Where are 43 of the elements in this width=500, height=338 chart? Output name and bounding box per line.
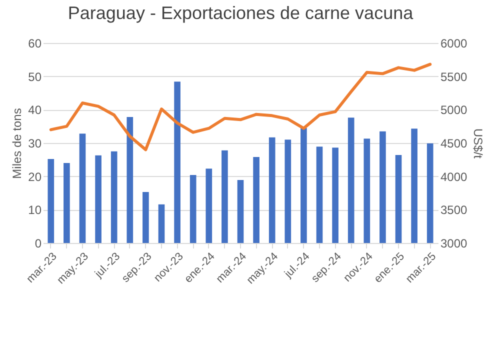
- bar: [348, 118, 354, 243]
- bar: [332, 148, 338, 243]
- y2-tick-label: 6000: [440, 36, 468, 50]
- bar: [268, 137, 276, 243]
- bar: [110, 151, 118, 243]
- bar: [253, 157, 260, 243]
- bar: [158, 204, 165, 243]
- bar: [395, 155, 402, 243]
- y-tick-label: 10: [28, 203, 42, 218]
- y2-tick-label: 4000: [440, 170, 468, 184]
- y-axis-title: Miles de tons: [10, 108, 24, 179]
- bar: [316, 146, 323, 243]
- y2-tick-label: 3500: [440, 203, 468, 218]
- y2-axis-title: US$/t: [471, 128, 486, 160]
- y2-tick-label: 3000: [440, 236, 468, 250]
- bar: [222, 150, 228, 243]
- bar: [79, 134, 86, 243]
- bar: [237, 180, 244, 243]
- y-tick-label: 40: [28, 103, 42, 118]
- bar: [300, 128, 307, 243]
- bar: [380, 131, 386, 243]
- bar: [426, 143, 434, 243]
- bar: [284, 140, 292, 243]
- bar: [190, 175, 196, 243]
- bar: [411, 128, 418, 243]
- y-tick-label: 50: [28, 70, 42, 84]
- bar: [126, 117, 134, 243]
- bar: [142, 192, 149, 243]
- y2-tick-label: 5500: [440, 70, 468, 84]
- y2-tick-label: 5000: [440, 103, 468, 118]
- y-tick-label: 20: [28, 170, 42, 184]
- bar: [95, 155, 102, 243]
- chart-title: Paraguay - Exportaciones de carne vacuna: [68, 3, 414, 23]
- bar: [64, 163, 70, 243]
- bar: [364, 138, 370, 243]
- bar: [206, 168, 212, 243]
- bar: [48, 159, 54, 243]
- y-tick-label: 60: [28, 36, 42, 50]
- y2-tick-label: 4500: [440, 136, 468, 150]
- line-series: [49, 62, 432, 152]
- y-tick-label: 0: [34, 236, 42, 250]
- y-tick-label: 30: [28, 136, 42, 150]
- bar: [174, 82, 180, 243]
